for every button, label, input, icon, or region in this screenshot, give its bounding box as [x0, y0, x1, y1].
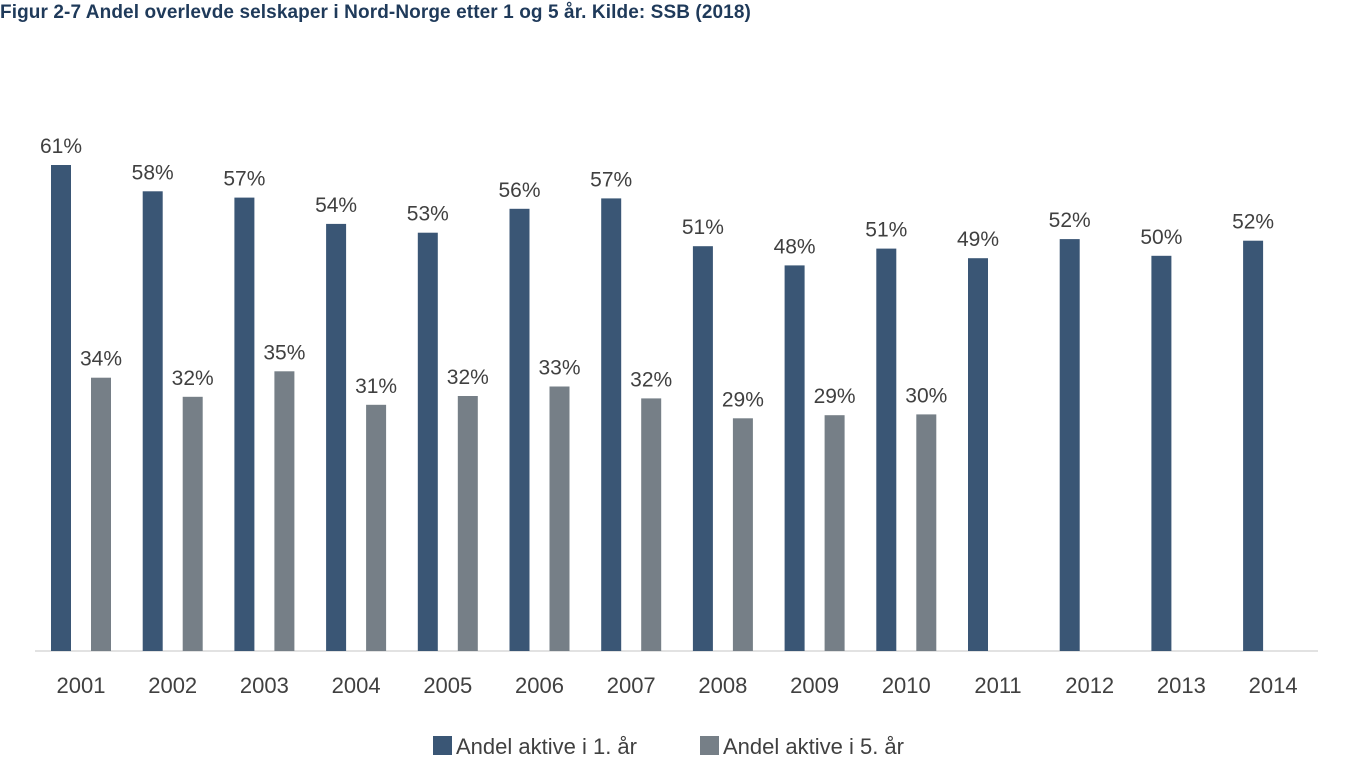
- bar-year5-2008: [732, 418, 753, 651]
- data-label-year5-2005: 32%: [447, 366, 489, 389]
- data-label-year5-2009: 29%: [814, 385, 856, 408]
- data-label-year1-2014: 52%: [1232, 211, 1274, 234]
- bar-year1-2001: [51, 165, 71, 651]
- bar-year5-2004: [366, 404, 387, 651]
- figure-title: Figur 2-7 Andel overlevde selskaper i No…: [0, 2, 751, 23]
- data-label-year1-2006: 56%: [498, 179, 540, 202]
- bar-year5-2006: [549, 386, 570, 651]
- data-label-year1-2001: 61%: [40, 135, 82, 158]
- data-label-year1-2005: 53%: [407, 203, 449, 226]
- bar-year5-2010: [916, 414, 937, 651]
- x-tick-label-2002: 2002: [148, 673, 197, 698]
- data-label-year5-2006: 33%: [538, 357, 580, 380]
- x-tick-labels-group: 2001 2002 2003 2004 2005 2006 2007 2008 2009 2010…: [57, 673, 1298, 698]
- x-tick-label-2003: 2003: [240, 673, 289, 698]
- data-label-year1-2011: 49%: [957, 228, 999, 251]
- bar-year1-2010: [876, 248, 897, 651]
- bar-year1-2008: [692, 246, 713, 651]
- data-label-year5-2007: 32%: [630, 368, 672, 391]
- bar-year1-2014: [1243, 240, 1264, 651]
- bar-year1-2006: [509, 208, 530, 652]
- bar-year1-2007: [601, 198, 622, 651]
- data-label-year1-2008: 51%: [682, 216, 724, 239]
- x-tick-label-2008: 2008: [698, 673, 747, 698]
- bar-year1-2009: [784, 265, 805, 651]
- x-tick-label-2012: 2012: [1065, 673, 1114, 698]
- bar-year1-2002: [142, 191, 163, 652]
- x-tick-label-2013: 2013: [1157, 673, 1206, 698]
- data-label-year5-2008: 29%: [722, 388, 764, 411]
- x-tick-label-2007: 2007: [607, 673, 656, 698]
- bar-year5-2001: [91, 377, 111, 651]
- data-label-year1-2013: 50%: [1140, 226, 1182, 249]
- bars-group: [51, 165, 1264, 652]
- bar-year5-2007: [641, 398, 662, 651]
- x-tick-label-2014: 2014: [1249, 673, 1298, 698]
- bar-year1-2013: [1151, 255, 1172, 652]
- x-tick-label-2004: 2004: [332, 673, 381, 698]
- data-label-year5-2010: 30%: [905, 384, 947, 407]
- legend-swatch-year1: [433, 736, 452, 755]
- bar-year5-2002: [182, 396, 203, 651]
- data-labels-group: 61% 34% 58% 32% 57% 35% 54% 31% 53% 32% 56% 33% 57% 3…: [40, 135, 1274, 411]
- bar-year1-2005: [417, 232, 438, 651]
- legend-label-year5: Andel aktive i 5. år: [723, 734, 904, 759]
- x-tick-label-2009: 2009: [790, 673, 839, 698]
- data-label-year1-2004: 54%: [315, 194, 357, 217]
- x-tick-label-2006: 2006: [515, 673, 564, 698]
- data-label-year5-2004: 31%: [355, 375, 397, 398]
- legend: Andel aktive i 1. år Andel aktive i 5. år: [433, 734, 904, 759]
- bar-year1-2003: [234, 197, 255, 651]
- x-tick-label-2010: 2010: [882, 673, 931, 698]
- data-label-year1-2003: 57%: [223, 168, 265, 191]
- bar-year1-2004: [326, 223, 347, 651]
- data-label-year1-2009: 48%: [774, 235, 816, 258]
- data-label-year1-2010: 51%: [865, 219, 907, 242]
- data-label-year5-2002: 32%: [172, 367, 214, 390]
- bar-year5-2005: [457, 396, 478, 651]
- bar-year5-2009: [824, 415, 845, 651]
- legend-swatch-year5: [700, 736, 719, 755]
- data-label-year5-2001: 34%: [80, 348, 122, 371]
- data-label-year1-2012: 52%: [1049, 209, 1091, 232]
- x-tick-label-2001: 2001: [57, 673, 106, 698]
- legend-label-year1: Andel aktive i 1. år: [456, 734, 637, 759]
- bar-year1-2011: [968, 258, 988, 651]
- bar-year5-2003: [274, 371, 295, 651]
- x-tick-label-2011: 2011: [974, 673, 1021, 698]
- data-label-year1-2002: 58%: [132, 161, 174, 184]
- data-label-year1-2007: 57%: [590, 168, 632, 191]
- data-label-year5-2003: 35%: [263, 341, 305, 364]
- x-tick-label-2005: 2005: [423, 673, 472, 698]
- bar-year1-2012: [1059, 239, 1080, 651]
